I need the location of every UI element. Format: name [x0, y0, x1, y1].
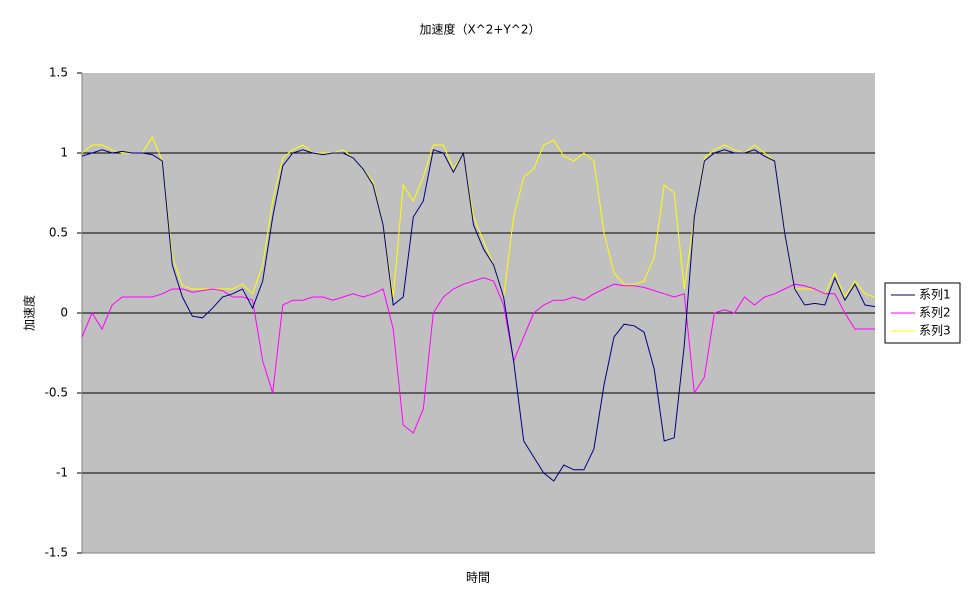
chart-title: 加速度（X^2+Y^2）: [420, 22, 541, 37]
y-tick-label: -1: [56, 466, 68, 480]
y-tick-label: 0.5: [49, 226, 68, 240]
y-axis-label: 加速度: [22, 295, 37, 331]
y-tick-label: -1.5: [45, 546, 68, 560]
series-line: [81, 149, 876, 482]
y-tick-label: 1: [60, 146, 68, 160]
legend-label: 系列2: [919, 306, 951, 320]
y-tick-label: -0.5: [45, 386, 68, 400]
legend-label: 系列3: [919, 324, 951, 338]
series-line: [81, 277, 875, 434]
x-axis-label: 時間: [466, 571, 490, 585]
legend-label: 系列1: [919, 288, 951, 302]
y-tick-label: 1.5: [49, 66, 68, 80]
y-tick-label: 0: [60, 306, 68, 320]
